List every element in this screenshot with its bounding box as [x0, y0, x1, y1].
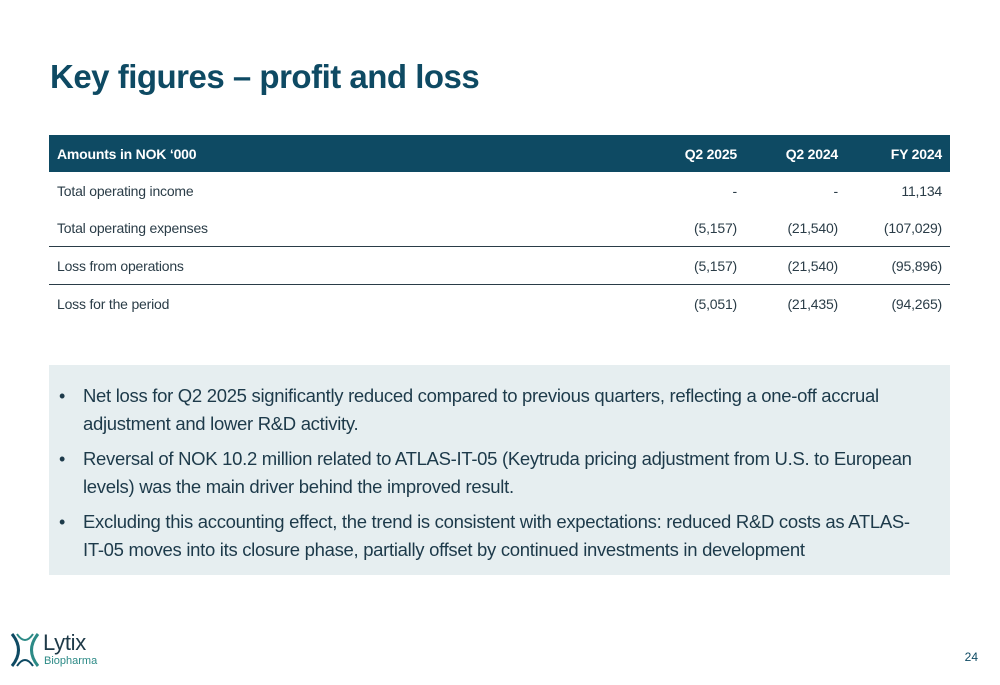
- cell-q2-2025: -: [732, 182, 738, 199]
- header-amounts: Amounts in NOK ‘000: [49, 135, 644, 172]
- commentary-box: • Net loss for Q2 2025 significantly red…: [49, 365, 950, 575]
- list-item: • Reversal of NOK 10.2 million related t…: [59, 445, 920, 501]
- cell-fy-2024: (94,265): [891, 295, 942, 312]
- logo-name: Lytix: [43, 630, 86, 655]
- header-q2-2025: Q2 2025: [644, 135, 745, 172]
- commentary-list: • Net loss for Q2 2025 significantly red…: [59, 382, 920, 564]
- list-item: • Net loss for Q2 2025 significantly red…: [59, 382, 920, 438]
- row-label: Total operating expenses: [49, 209, 644, 247]
- list-item: • Excluding this accounting effect, the …: [59, 508, 920, 564]
- company-logo: Lytix Biopharma: [10, 630, 110, 674]
- logo-subtitle: Biopharma: [44, 655, 98, 667]
- cell-q2-2024: (21,540): [745, 246, 846, 285]
- list-item-text: Net loss for Q2 2025 significantly reduc…: [83, 385, 879, 434]
- cell-fy-2024: (95,896): [846, 246, 950, 285]
- lytix-logo-mark-icon: [10, 633, 40, 667]
- page-title: Key figures – profit and loss: [50, 58, 480, 95]
- row-label: Total operating income: [57, 182, 194, 199]
- cell-q2-2025: (5,157): [644, 246, 745, 285]
- cell-fy-2024: 11,134: [901, 182, 942, 199]
- header-q2-2024: Q2 2024: [745, 135, 846, 172]
- cell-q2-2024: (21,435): [787, 295, 838, 312]
- bullet-icon: •: [59, 449, 66, 469]
- page-number: 24: [964, 650, 978, 664]
- profit-loss-table: Amounts in NOK ‘000 Q2 2025 Q2 2024 FY 2…: [49, 135, 950, 322]
- table-row: Total operating expenses (5,157) (21,540…: [49, 209, 950, 247]
- bullet-icon: •: [59, 512, 66, 532]
- table-row: Loss for the period (5,051) (21,435) (94…: [49, 285, 950, 323]
- cell-q2-2025: (5,157): [644, 209, 745, 247]
- row-label: Loss from operations: [49, 246, 644, 285]
- header-fy-2024: FY 2024: [846, 135, 950, 172]
- list-item-text: Reversal of NOK 10.2 million related to …: [83, 448, 912, 497]
- bullet-icon: •: [59, 386, 66, 406]
- cell-fy-2024: (107,029): [846, 209, 950, 247]
- table-header-row: Amounts in NOK ‘000 Q2 2025 Q2 2024 FY 2…: [49, 135, 950, 172]
- cell-q2-2024: -: [833, 182, 839, 199]
- table-row: Total operating income - - 11,134: [49, 172, 950, 209]
- row-label: Loss for the period: [57, 295, 170, 312]
- table-row: Loss from operations (5,157) (21,540) (9…: [49, 246, 950, 285]
- cell-q2-2025: (5,051): [694, 295, 737, 312]
- cell-q2-2024: (21,540): [745, 209, 846, 247]
- list-item-text: Excluding this accounting effect, the tr…: [83, 511, 910, 560]
